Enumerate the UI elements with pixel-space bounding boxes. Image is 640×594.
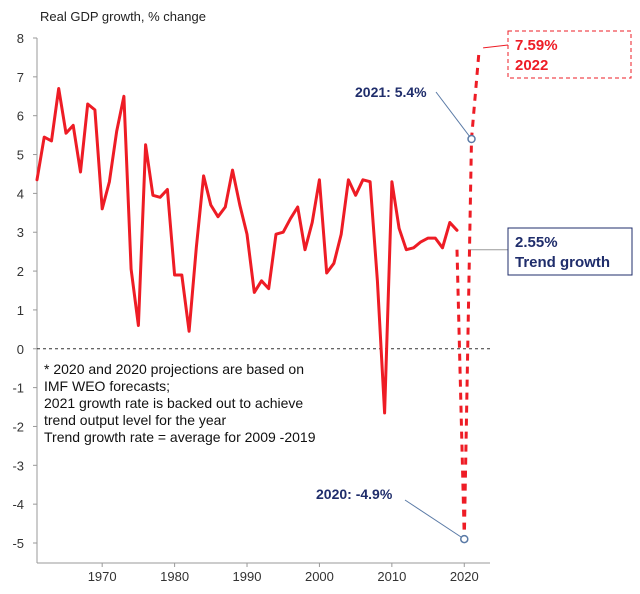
note-line-2: IMF WEO forecasts; <box>44 378 170 394</box>
y-tick-label: 4 <box>17 186 24 201</box>
y-tick-label: 8 <box>17 31 24 46</box>
x-tick-label: 1970 <box>88 569 117 584</box>
series-group <box>35 53 481 541</box>
y-tick-label: 5 <box>17 148 24 163</box>
note-line-1: * 2020 and 2020 projections are based on <box>44 361 304 377</box>
gdp-growth-line <box>35 87 459 415</box>
note-line-5: Trend growth rate = average for 2009 -20… <box>44 429 316 445</box>
y-tick-label: -5 <box>12 536 24 551</box>
annotation-2021: 2021: 5.4% <box>355 84 427 100</box>
annotation-2020: 2020: -4.9% <box>316 486 393 502</box>
leader-line-2020 <box>404 499 465 540</box>
note-line-3: 2021 growth rate is backed out to achiev… <box>44 395 303 411</box>
x-tick-label: 1990 <box>233 569 262 584</box>
y-tick-label: 2 <box>17 264 24 279</box>
y-tick-label: -3 <box>12 458 24 473</box>
box-trend-growth <box>507 227 633 276</box>
y-tick-label: -1 <box>12 381 24 396</box>
box-2022 <box>507 30 632 79</box>
x-tick-label: 2010 <box>377 569 406 584</box>
projection-line <box>455 53 481 541</box>
y-tick-label: -4 <box>12 497 24 512</box>
leader-line-2021 <box>435 91 472 140</box>
note-line-4: trend output level for the year <box>44 412 226 428</box>
marker-2020 <box>460 534 469 544</box>
y-tick-label: 6 <box>17 109 24 124</box>
leader-line-2022 <box>483 44 509 49</box>
y-tick-label: 0 <box>17 342 24 357</box>
y-tick-label: -2 <box>12 419 24 434</box>
x-tick-label: 1980 <box>160 569 189 584</box>
y-axis-title: Real GDP growth, % change <box>40 9 206 24</box>
annotation-trend-label: Trend growth <box>515 254 610 271</box>
marker-2021 <box>467 134 476 144</box>
x-axis-ticks: 1970 1980 1990 2000 2010 2020 <box>88 563 479 584</box>
x-tick-label: 2020 <box>450 569 479 584</box>
y-tick-label: 1 <box>17 303 24 318</box>
marker-group <box>404 44 509 544</box>
annotation-2022-year: 2022 <box>515 57 548 74</box>
annotation-trend-value: 2.55% <box>515 234 558 251</box>
annotation-2022-value: 7.59% <box>515 37 558 54</box>
x-tick-label: 2000 <box>305 569 334 584</box>
y-axis-ticks: -5 -4 -3 -2 -1 0 1 2 3 4 5 6 7 8 <box>12 31 37 551</box>
y-tick-label: 7 <box>17 70 24 85</box>
y-tick-label: 3 <box>17 225 24 240</box>
